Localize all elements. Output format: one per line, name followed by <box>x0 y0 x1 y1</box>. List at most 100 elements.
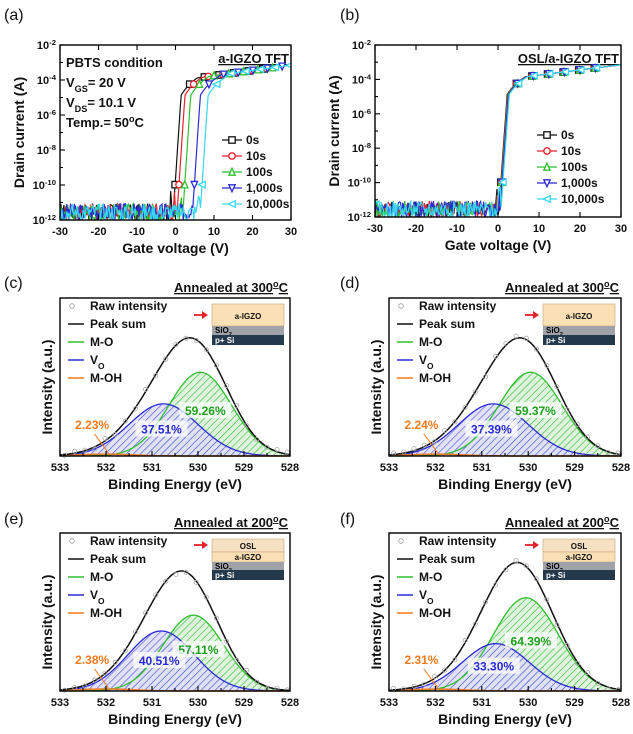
legend-marker <box>542 161 552 171</box>
legend-marker <box>543 131 551 139</box>
condition-text-part: DS <box>75 104 88 114</box>
legend-entry: 0s <box>246 133 260 147</box>
stack-sio2-label-part: SiO <box>215 562 229 571</box>
panel-title: Annealed at 300oC <box>505 279 620 295</box>
y-tick-label: 10-8 <box>352 141 372 156</box>
raw-intensity-point <box>442 428 448 434</box>
y-tick-label-part: 10 <box>37 110 49 122</box>
x-tick-label: 30 <box>615 223 627 235</box>
raw-intensity-point <box>193 337 199 343</box>
raw-intensity-point <box>554 384 560 390</box>
condition-text: Temp.= 50oC <box>66 114 145 130</box>
raw-intensity-point <box>163 356 169 362</box>
raw-intensity-point <box>544 362 550 368</box>
legend-entry: 100s <box>561 160 588 174</box>
legend-raw: Raw intensity <box>90 534 168 548</box>
x-tick-label: 531 <box>473 697 491 709</box>
legend-vo-part: O <box>98 596 105 606</box>
y-axis-label: Intensity (a.u.) <box>39 575 55 670</box>
y-tick-label-part: -6 <box>49 108 56 117</box>
stack-sio2-layer <box>212 326 284 335</box>
raw-intensity-point <box>254 437 260 443</box>
raw-intensity-point <box>462 404 468 410</box>
panel-title-part: o <box>273 514 279 524</box>
y-tick-label: 10-12 <box>348 210 371 225</box>
panel-title-part: C <box>279 280 289 295</box>
raw-intensity-point <box>72 448 78 454</box>
y-tick-label: 10-4 <box>352 72 372 87</box>
y-tick-label-part: 10 <box>37 75 49 87</box>
x-tick-label: 529 <box>235 697 253 709</box>
raw-intensity-point <box>431 439 437 445</box>
y-axis-label: Intensity (a.u.) <box>368 575 384 670</box>
vo-percentage: 37.51% <box>141 423 182 437</box>
y-tick-label-part: -2 <box>364 38 371 47</box>
x-tick-label: 528 <box>281 697 299 709</box>
y-tick-label-part: 10 <box>37 40 49 52</box>
vo-label-bg <box>133 651 186 668</box>
legend-vo-part: V <box>90 588 98 602</box>
raw-intensity-point <box>132 629 138 635</box>
y-tick-label: 10-2 <box>352 38 371 53</box>
y-tick-label-part: -8 <box>49 143 57 152</box>
x-tick-label: 0 <box>495 223 501 235</box>
vo-peak-line <box>389 403 621 457</box>
legend-entry: 10,000s <box>246 197 290 211</box>
mo-percentage: 59.37% <box>515 404 556 418</box>
x-tick-label: -30 <box>52 226 68 238</box>
legend-vo: VO <box>419 353 434 371</box>
raw-intensity-point <box>92 446 98 452</box>
raw-intensity-point <box>554 622 560 628</box>
stack-osl-label: OSL <box>571 542 588 551</box>
series-marker-4 <box>591 63 601 73</box>
x-axis-label: Gate voltage (V) <box>122 240 229 256</box>
panel-title: Annealed at 300oC <box>174 279 289 295</box>
mo-label-bg <box>179 402 232 419</box>
legend-entry: 100s <box>246 165 273 179</box>
raw-intensity-point <box>482 599 488 605</box>
raw-intensity-point <box>564 642 570 648</box>
raw-intensity-point <box>544 597 550 603</box>
peak-sum-line <box>389 561 622 691</box>
raw-intensity-point <box>421 442 427 448</box>
legend-vo-part: V <box>419 353 427 367</box>
x-tick-label: 0 <box>172 226 178 238</box>
moh-percentage: 2.38% <box>75 653 109 667</box>
series-marker-4 <box>211 79 221 89</box>
x-tick-label: 530 <box>519 462 537 474</box>
moh-pointer <box>94 668 109 689</box>
series-marker-3 <box>190 180 199 190</box>
panel-title-part: C <box>610 515 620 530</box>
vo-percentage: 40.51% <box>139 654 180 668</box>
raw-intensity-point <box>472 621 478 627</box>
x-tick-label: 532 <box>97 697 115 709</box>
vo-peak-line <box>60 630 290 692</box>
x-tick-label: 531 <box>473 462 491 474</box>
legend-entry: 10s <box>246 149 266 163</box>
y-axis-label: Intensity (a.u.) <box>368 340 384 435</box>
raw-intensity-point <box>452 657 458 663</box>
legend-vo: VO <box>90 588 105 606</box>
legend-mo: M-O <box>90 570 113 584</box>
raw-intensity-point <box>163 578 169 584</box>
x-tick-label: 529 <box>565 697 583 709</box>
raw-intensity-point <box>264 444 270 450</box>
x-tick-label: 20 <box>246 226 258 238</box>
vo-label-bg <box>135 420 188 437</box>
legend-mo: M-O <box>419 570 442 584</box>
mo-label-bg <box>509 402 562 419</box>
series-marker-4 <box>513 79 523 88</box>
raw-intensity-point <box>472 389 478 395</box>
legend-vo-part: V <box>419 588 427 602</box>
raw-intensity-point <box>203 347 209 353</box>
x-axis-label: Binding Energy (eV) <box>438 711 572 727</box>
panel-title-part: Annealed at 300 <box>174 280 273 295</box>
series-marker-2 <box>180 179 189 189</box>
raw-intensity-point <box>523 563 529 569</box>
mo-label-bg <box>504 632 557 649</box>
legend-marker <box>227 184 237 194</box>
y-tick-label-part: 10 <box>352 74 364 86</box>
mo-peak-line <box>389 597 622 692</box>
moh-percentage: 2.31% <box>404 653 438 667</box>
condition-text-part: V <box>66 95 75 110</box>
